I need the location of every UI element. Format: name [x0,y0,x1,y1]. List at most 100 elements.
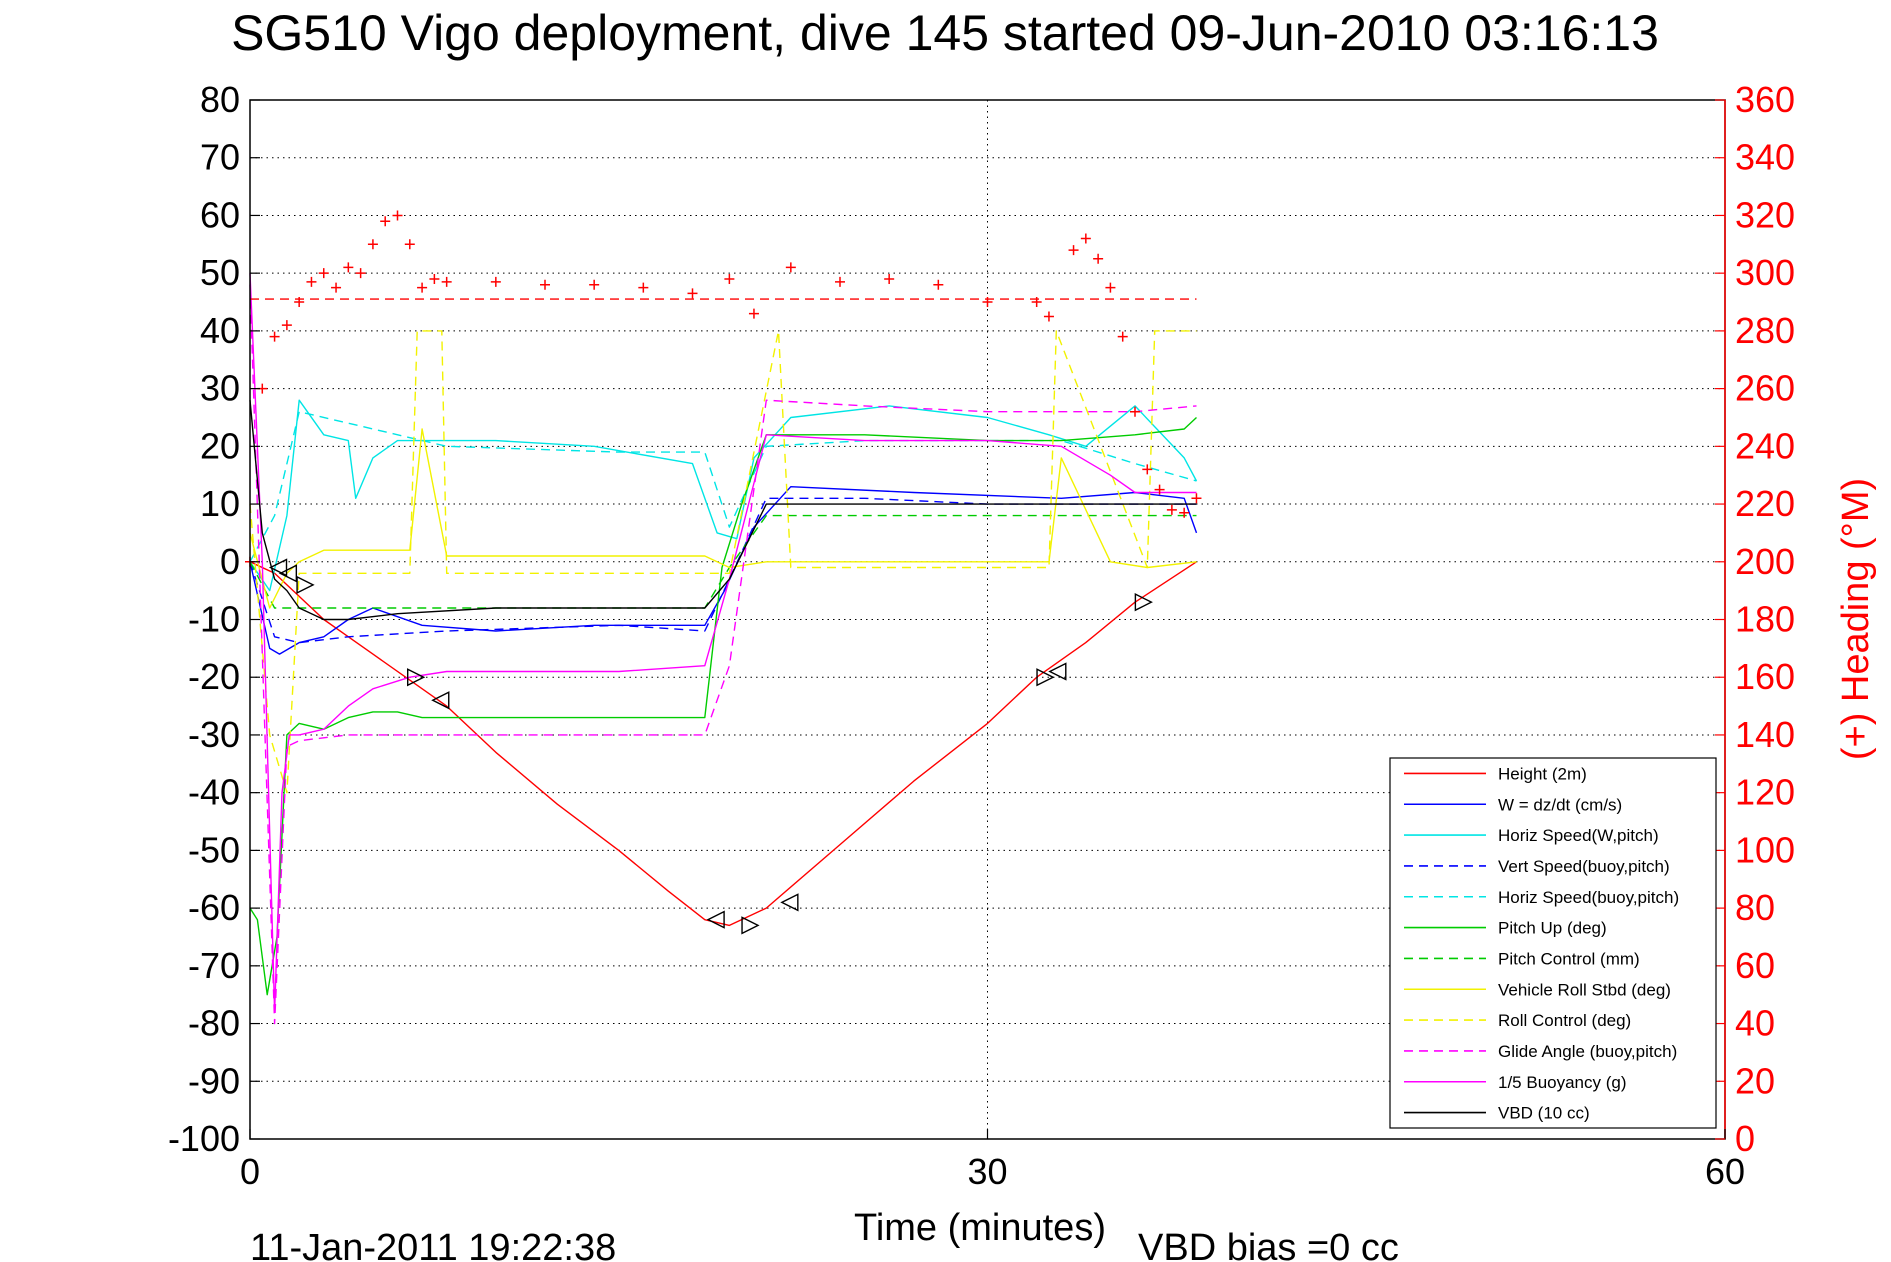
y-tick-label: 40 [200,310,240,351]
series-vehicle-roll-stbd-deg [249,428,1197,609]
series-horiz-speed-w-pitch [249,399,1198,592]
legend-entry: Pitch Up (deg) [1498,919,1607,938]
x-tick-label: 60 [1705,1151,1745,1192]
y2-tick-label: 120 [1735,772,1795,813]
heading-point [1142,464,1153,475]
legend-entry: Horiz Speed(buoy,pitch) [1498,888,1679,907]
y-tick-label: -30 [188,714,240,755]
y2-tick-label: 340 [1735,137,1795,178]
heading-point [392,210,403,221]
axis-ticks: 80706050403020100-10-20-30-40-50-60-70-8… [168,79,1795,1192]
legend-entry: Pitch Control (mm) [1498,949,1640,968]
heading-point [1080,233,1091,244]
series-roll-control-deg [249,330,1197,794]
dive-marker [780,893,799,912]
heading-point [367,239,378,250]
dive-marker [706,910,725,929]
y-tick-label: -20 [188,656,240,697]
heading-point [1117,331,1128,342]
y-tick-label: -40 [188,772,240,813]
y2-tick-label: 180 [1735,599,1795,640]
dive-marker [1036,668,1055,687]
y2-tick-label: 240 [1735,425,1795,466]
heading-point [269,331,280,342]
heading-point [331,282,342,293]
y2-tick-label: 300 [1735,252,1795,293]
y2-tick-label: 220 [1735,483,1795,524]
heading-point [306,276,317,287]
heading-point [1166,504,1177,515]
dive-marker [278,564,298,583]
heading-point [785,262,796,273]
legend-entry: W = dz/dt (cm/s) [1498,795,1622,814]
heading-point [589,279,600,290]
series-pitch-control-mm [249,514,1197,609]
y-tick-label: 50 [200,252,240,293]
heading-point [1130,406,1140,417]
y-tick-label: 80 [200,79,240,120]
dive-marker [431,691,450,710]
heading-point [441,276,452,287]
dive-marker [1048,662,1067,681]
y2-tick-label: 140 [1735,714,1795,755]
dive-marker [407,668,426,687]
heading-point [687,288,698,299]
y-tick-label: 20 [200,425,240,466]
legend-entry: Height (2m) [1498,764,1587,783]
series-pitch-up-deg [249,416,1197,996]
footer-timestamp: 11-Jan-2011 19:22:38 [250,1227,616,1262]
y-tick-label: 70 [200,137,240,178]
y2-tick-label: 360 [1735,79,1795,120]
heading-point [835,276,845,287]
series-glide-angle-buoy-pitch [249,284,1197,1025]
y-tick-label: 10 [200,483,240,524]
legend-entry: Roll Control (deg) [1498,1011,1631,1030]
series-w-dz-dt-cm-s [249,486,1198,655]
heading-point [1105,282,1116,293]
heading-point [1191,493,1202,504]
y2-tick-label: 260 [1735,368,1795,409]
heading-point [490,276,501,287]
heading-point [1154,484,1165,495]
heading-point [343,262,354,273]
legend-entry: Vehicle Roll Stbd (deg) [1498,980,1671,999]
chart-title: SG510 Vigo deployment, dive 145 started … [231,5,1659,61]
y2-tick-label: 100 [1735,829,1795,870]
y-tick-label: -100 [168,1118,240,1159]
right-axis-label: (+) Heading (°M) [1835,478,1877,760]
heading-point [318,268,329,279]
dive-marker [741,916,760,935]
heading-point [884,273,895,284]
heading-point [1179,507,1190,518]
y2-tick-label: 20 [1735,1060,1775,1101]
y-tick-label: -90 [188,1060,240,1101]
y2-tick-label: 0 [1735,1118,1755,1159]
y-tick-label: -10 [188,599,240,640]
heading-point [417,282,428,293]
y2-tick-label: 40 [1735,1003,1775,1044]
y2-tick-label: 160 [1735,656,1795,697]
heading-point [540,279,550,290]
dive-marker [268,558,288,577]
heading-point [1043,311,1054,322]
heading-point [1093,253,1104,264]
legend-entry: VBD (10 cc) [1498,1104,1590,1123]
y-tick-label: 60 [200,194,240,235]
y-tick-label: -60 [188,887,240,928]
x-tick-label: 0 [240,1151,260,1192]
legend: Height (2m) W = dz/dt (cm/s) Horiz Speed(W… [1389,757,1717,1129]
y2-tick-label: 60 [1735,945,1775,986]
heading-point [281,320,292,331]
series-horiz-speed-buoy-pitch [249,411,1197,563]
series-layer [245,210,1202,1025]
legend-entry: 1/5 Buoyancy (g) [1498,1073,1627,1092]
legend-entry: Horiz Speed(W,pitch) [1498,826,1659,845]
heading-point [380,216,391,227]
heading-point [724,273,735,284]
y-tick-label: 30 [200,368,240,409]
series-heading [245,210,1202,567]
x-axis-label: Time (minutes) [854,1207,1106,1249]
legend-box [1389,757,1717,1129]
series-vert-speed-buoy-pitch [249,497,1197,644]
